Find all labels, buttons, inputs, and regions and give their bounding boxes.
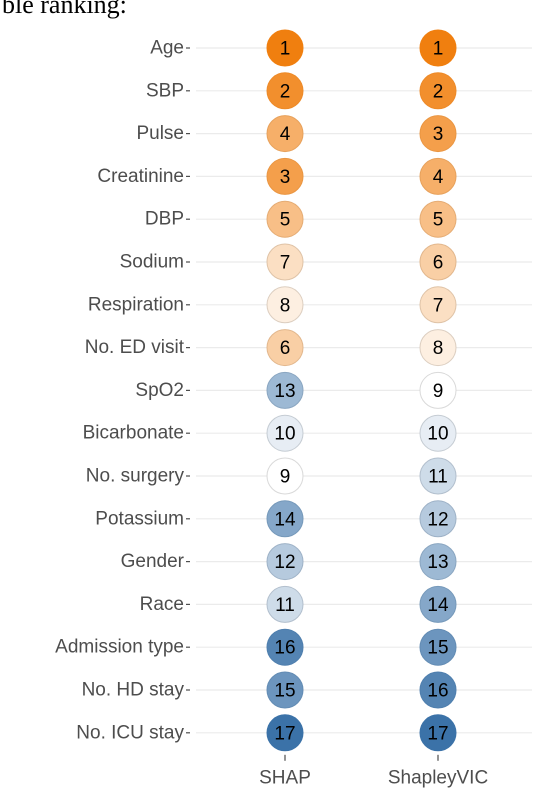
rank-dot	[419, 243, 457, 281]
rank-value-label: 9	[433, 381, 444, 402]
y-tick-label: Admission type	[55, 637, 184, 658]
rank-value-label: 12	[274, 552, 295, 573]
rank-value-label: 5	[433, 210, 444, 231]
rank-dot	[266, 329, 304, 367]
rank-value-label: 6	[280, 338, 291, 359]
rank-value-label: 14	[427, 595, 449, 616]
rank-value-label: 12	[427, 509, 448, 530]
rank-dot	[266, 500, 304, 538]
rank-value-label: 5	[280, 210, 291, 231]
rank-dot	[266, 200, 304, 238]
rank-dot	[266, 671, 304, 709]
rank-dot	[266, 115, 304, 153]
rank-value-label: 1	[433, 39, 444, 60]
rank-dot	[266, 457, 304, 495]
rank-value-label: 17	[427, 723, 448, 744]
rank-dots: 1243578613109141211161517123456789101112…	[266, 29, 457, 752]
y-tick-label: Pulse	[136, 123, 184, 144]
y-tick-label: Race	[140, 594, 184, 615]
y-tick-label: SpO2	[135, 380, 184, 401]
x-tick-label: SHAP	[259, 767, 311, 788]
rank-dot	[419, 500, 457, 538]
rank-value-label: 6	[433, 253, 444, 274]
rank-dot	[419, 286, 457, 324]
y-tick-label: Potassium	[95, 508, 184, 529]
rank-value-label: 17	[274, 723, 295, 744]
y-tick-label: No. surgery	[86, 466, 185, 487]
rank-value-label: 3	[280, 167, 291, 188]
gridlines	[196, 47, 532, 734]
rank-value-label: 10	[427, 424, 448, 445]
rank-dot	[266, 714, 304, 752]
rank-dot	[266, 72, 304, 110]
y-tick-label: SBP	[146, 80, 184, 101]
rank-dot	[419, 457, 457, 495]
rank-value-label: 8	[280, 295, 291, 316]
rank-dot	[419, 200, 457, 238]
rank-value-label: 8	[433, 338, 444, 359]
rank-value-label: 7	[433, 295, 444, 316]
rank-dot	[419, 72, 457, 110]
rank-value-label: 11	[428, 467, 448, 488]
rank-value-label: 16	[427, 681, 448, 702]
rank-dot	[419, 585, 457, 623]
rank-dot	[419, 371, 457, 409]
y-tick-label: Age	[150, 38, 184, 59]
rank-value-label: 14	[274, 509, 296, 530]
rank-value-label: 9	[280, 467, 291, 488]
rank-dot	[419, 671, 457, 709]
rank-value-label: 2	[433, 81, 444, 102]
caption-fragment: ble ranking:	[2, 0, 127, 19]
rank-dot	[266, 29, 304, 67]
y-tick-label: No. ED visit	[85, 337, 185, 358]
y-tick-label: Creatinine	[97, 166, 184, 187]
y-tick-label: Gender	[121, 551, 185, 572]
rank-dot	[266, 371, 304, 409]
rank-dot	[266, 543, 304, 581]
rank-value-label: 10	[274, 424, 295, 445]
y-tick-label: Bicarbonate	[83, 423, 184, 444]
rank-value-label: 16	[274, 638, 295, 659]
y-tick-label: No. ICU stay	[76, 722, 184, 743]
rank-dot	[266, 286, 304, 324]
rank-dot	[419, 628, 457, 666]
y-tick-label: Respiration	[88, 294, 184, 315]
y-tick-label: DBP	[145, 209, 184, 230]
rank-dot	[419, 414, 457, 452]
rank-dot	[419, 329, 457, 367]
rank-value-label: 4	[433, 167, 444, 188]
rank-value-label: 15	[274, 681, 295, 702]
rank-dot	[419, 157, 457, 195]
rank-dot	[266, 628, 304, 666]
rank-value-label: 13	[274, 381, 295, 402]
rank-value-label: 3	[433, 124, 444, 145]
y-tick-label: Sodium	[120, 252, 184, 273]
rank-value-label: 13	[427, 552, 448, 573]
x-axis: SHAP ShapleyVIC	[259, 754, 488, 788]
rank-dot	[266, 243, 304, 281]
x-tick-label: ShapleyVIC	[388, 767, 488, 788]
y-tick-label: No. HD stay	[82, 680, 185, 701]
rank-dot	[266, 157, 304, 195]
y-axis: Age SBP Pulse Creatinine DBP Sodium Respiratio…	[55, 38, 190, 743]
rank-value-label: 15	[427, 638, 448, 659]
rank-dot	[419, 543, 457, 581]
rank-dot	[419, 115, 457, 153]
rank-value-label: 11	[275, 595, 295, 616]
rank-value-label: 7	[280, 253, 291, 274]
rank-dot	[419, 714, 457, 752]
rank-value-label: 4	[280, 124, 291, 145]
rank-dot	[266, 414, 304, 452]
rank-dot	[419, 29, 457, 67]
rank-value-label: 2	[280, 81, 291, 102]
rank-dot	[266, 585, 304, 623]
rank-value-label: 1	[280, 39, 291, 60]
